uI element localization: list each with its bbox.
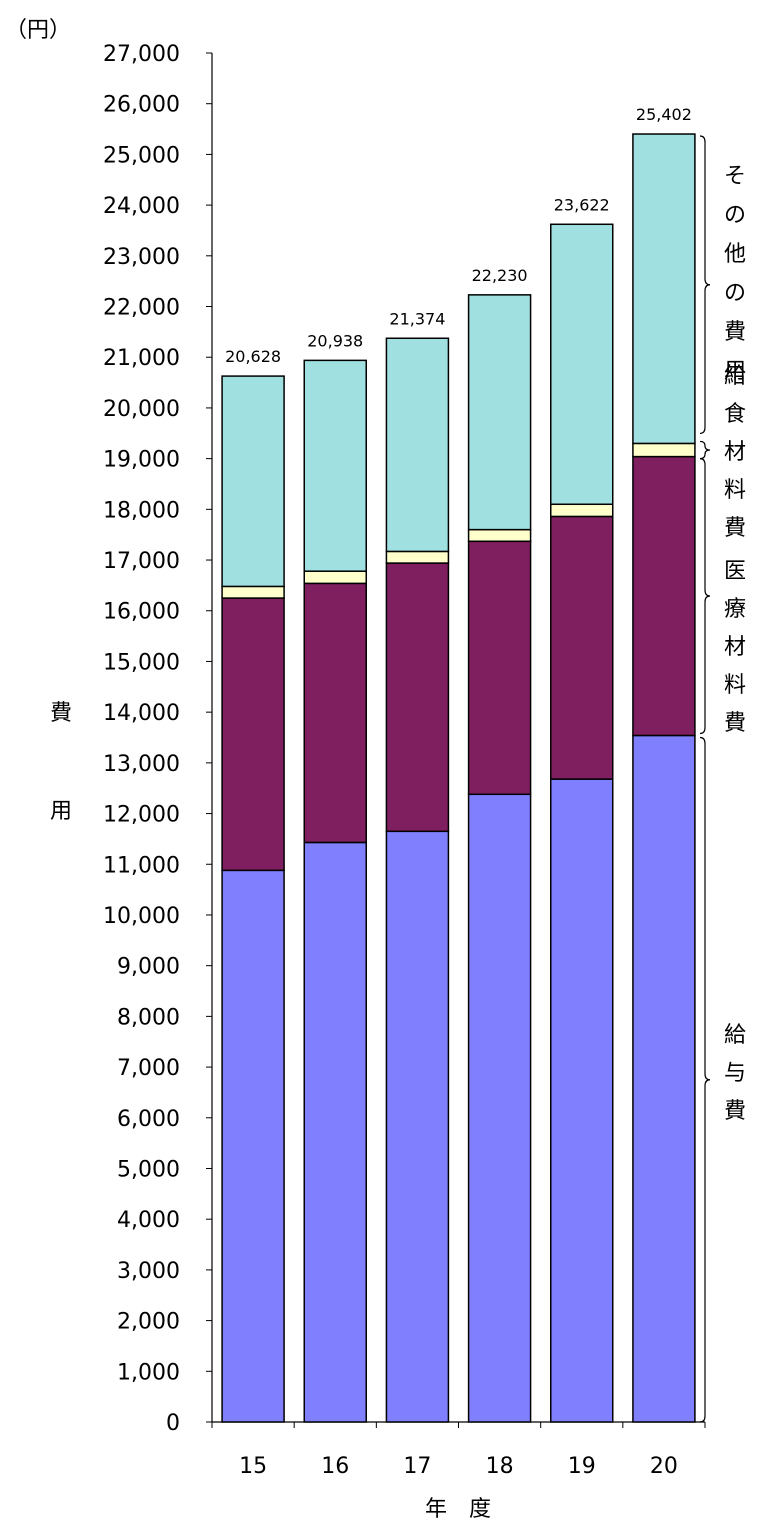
- bar-segment: [221, 869, 285, 1423]
- legend-label-char: 費: [724, 516, 746, 541]
- bar-segment: [303, 841, 367, 1423]
- y-tick-label: 9,000: [117, 955, 180, 980]
- y-tick-label: 0: [166, 1411, 180, 1436]
- x-tick-label: 15: [239, 1454, 267, 1479]
- bar-total-label: 21,374: [389, 309, 445, 328]
- bar-segment: [467, 540, 532, 796]
- y-tick-label: 21,000: [103, 346, 180, 371]
- y-tick-label: 16,000: [103, 600, 180, 625]
- bar-segment: [385, 830, 450, 1423]
- bar-total-label: 25,402: [636, 105, 692, 124]
- y-tick-label: 2,000: [117, 1310, 180, 1335]
- bars: [221, 133, 696, 1423]
- bar-segment: [550, 503, 614, 518]
- legend-brace: [699, 458, 711, 735]
- legend-label-char: 料: [724, 478, 746, 503]
- bar-segment: [467, 528, 532, 543]
- y-tick-label: 11,000: [103, 853, 180, 878]
- bar-segment: [632, 734, 696, 1423]
- y-axis-title-char: 用: [50, 799, 72, 824]
- y-tick-label: 22,000: [103, 296, 180, 321]
- y-tick-label: 13,000: [103, 752, 180, 777]
- legend-label-char: 費: [724, 711, 746, 736]
- bar-segment: [303, 582, 367, 844]
- bar-total-label: 20,938: [307, 331, 363, 350]
- legend-label-char: 療: [724, 597, 746, 622]
- y-tick-label: 4,000: [117, 1208, 180, 1233]
- legend-brace: [699, 440, 711, 460]
- bar-segment: [221, 375, 285, 588]
- bar-segment: [467, 793, 532, 1423]
- legend-label-char: の: [724, 281, 746, 306]
- x-axis-title: 年 度: [425, 1497, 491, 1522]
- bar-segment: [303, 359, 367, 572]
- legend-label-char: 材: [724, 440, 746, 465]
- y-tick-label: 17,000: [103, 549, 180, 574]
- legend-label-char: 給: [724, 1023, 746, 1048]
- legend-label-char: 他: [724, 242, 746, 267]
- labels: 20,628 15 20,938 16 21,374 17 22,230 18 23,622 19…: [50, 105, 692, 1522]
- bar-segment: [632, 455, 696, 737]
- bar-segment: [467, 294, 532, 531]
- y-tick-label: 14,000: [103, 701, 180, 726]
- y-tick-label: 15,000: [103, 650, 180, 675]
- x-tick-label: 19: [568, 1454, 596, 1479]
- y-tick-label: 3,000: [117, 1259, 180, 1284]
- bar-segment: [385, 337, 450, 553]
- x-tick-label: 17: [403, 1454, 431, 1479]
- legend-label-char: の: [724, 203, 746, 228]
- y-tick-label: 12,000: [103, 803, 180, 828]
- y-tick-label: 24,000: [103, 194, 180, 219]
- x-tick-label: 18: [486, 1454, 514, 1479]
- bar-segment: [632, 133, 696, 445]
- y-tick-label: 26,000: [103, 93, 180, 118]
- legend-label-char: 用: [724, 359, 746, 384]
- y-tick-label: 7,000: [117, 1056, 180, 1081]
- legend-brace: [699, 135, 711, 435]
- legend-brace: [699, 736, 711, 1423]
- bar-total-label: 23,622: [554, 195, 610, 214]
- bar-segment: [221, 597, 285, 872]
- y-tick-label: 10,000: [103, 904, 180, 929]
- legend-label-char: 医: [724, 559, 746, 584]
- y-tick-label: 25,000: [103, 143, 180, 168]
- x-tick-label: 16: [321, 1454, 349, 1479]
- unit-label: （円）: [5, 18, 71, 43]
- x-tick-label: 20: [650, 1454, 678, 1479]
- y-tick-label: 20,000: [103, 397, 180, 422]
- y-tick-label: 6,000: [117, 1107, 180, 1132]
- bar-segment: [303, 570, 367, 585]
- y-tick-label: 27,000: [103, 42, 180, 67]
- y-tick-label: 8,000: [117, 1005, 180, 1030]
- legend-label-char: そ: [724, 164, 746, 189]
- y-tick-label: 23,000: [103, 245, 180, 270]
- bar-segment: [550, 778, 614, 1423]
- bar-segment: [221, 585, 285, 599]
- legend-label-char: 費: [724, 1099, 746, 1124]
- legend-label-char: 与: [724, 1061, 746, 1086]
- y-tick-label: 1,000: [117, 1360, 180, 1385]
- y-axis-title-char: 費: [50, 701, 72, 726]
- bar-total-label: 22,230: [472, 266, 528, 285]
- legend-label-char: 食: [724, 402, 746, 427]
- legend-label-char: 給: [724, 364, 746, 389]
- bar-segment: [385, 550, 450, 564]
- bar-segment: [632, 442, 696, 458]
- legend-label-char: 費: [724, 320, 746, 345]
- bar-segment: [550, 223, 614, 506]
- y-tick-label: 18,000: [103, 498, 180, 523]
- bar-segment: [550, 515, 614, 780]
- axes: 0 1,000 2,000 3,000 4,000 5,000 6,000 7,000 8,00…: [103, 42, 706, 1436]
- bar-total-label: 20,628: [225, 347, 281, 366]
- bar-segment: [385, 562, 450, 833]
- legend-label-char: 材: [724, 635, 746, 660]
- y-tick-label: 19,000: [103, 448, 180, 473]
- legend-label-char: 料: [724, 673, 746, 698]
- y-tick-label: 5,000: [117, 1157, 180, 1182]
